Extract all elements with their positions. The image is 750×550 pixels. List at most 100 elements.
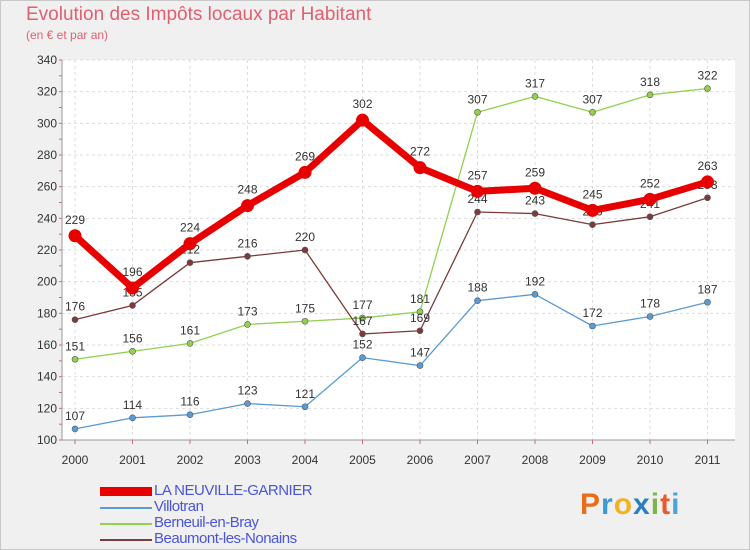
- y-tick-label: 300: [37, 116, 57, 130]
- data-point-la-neuville-garnier: [241, 199, 254, 213]
- data-label-la-neuville-garnier: 224: [180, 221, 200, 235]
- y-tick-label: 100: [37, 433, 57, 447]
- legend-label-beaumont-les-nonains: Beaumont-les-Nonains: [154, 530, 297, 547]
- data-point-villotran: [301, 403, 309, 411]
- data-label-villotran: 152: [352, 338, 372, 352]
- data-point-la-neuville-garnier: [298, 165, 312, 179]
- series-line-berneuil-en-bray: [74, 87, 709, 360]
- y-tick-label: 280: [37, 148, 57, 162]
- data-point-la-neuville-garnier: [643, 192, 657, 206]
- data-label-la-neuville-garnier: 245: [582, 187, 602, 201]
- logo-letter: o: [613, 488, 634, 521]
- y-tick-label: 140: [37, 370, 57, 384]
- data-label-la-neuville-garnier: 252: [640, 176, 660, 190]
- data-point-la-neuville-garnier: [126, 281, 139, 295]
- data-label-villotran: 107: [65, 409, 85, 423]
- x-tick-label: 2002: [177, 453, 204, 467]
- data-point-beaumont-les-nonains: [589, 221, 596, 228]
- data-point-la-neuville-garnier: [183, 237, 197, 251]
- x-tick-label: 2008: [522, 453, 549, 467]
- data-label-berneuil-en-bray: 151: [65, 339, 85, 353]
- x-tick-label: 2009: [579, 453, 606, 467]
- logo-letter: i: [650, 488, 661, 521]
- x-tick-label: 2006: [407, 453, 434, 467]
- data-label-villotran: 187: [697, 282, 717, 296]
- data-label-berneuil-en-bray: 322: [697, 69, 717, 83]
- data-label-beaumont-les-nonains: 176: [65, 300, 85, 314]
- data-point-la-neuville-garnier: [528, 181, 542, 195]
- data-point-beaumont-les-nonains: [416, 327, 424, 335]
- data-point-villotran: [416, 362, 424, 369]
- data-point-la-neuville-garnier: [586, 203, 599, 217]
- data-label-berneuil-en-bray: 307: [467, 92, 487, 106]
- data-label-la-neuville-garnier: 272: [410, 145, 430, 159]
- y-tick-label: 120: [37, 401, 57, 415]
- data-point-berneuil-en-bray: [129, 348, 136, 355]
- y-tick-label: 180: [37, 306, 57, 320]
- proxiti-logo: Proxiti: [580, 488, 680, 522]
- legend-swatch-berneuil-en-bray: [100, 523, 152, 525]
- data-label-la-neuville-garnier: 259: [525, 165, 545, 179]
- data-point-villotran: [531, 291, 539, 298]
- data-point-berneuil-en-bray: [244, 321, 251, 328]
- data-label-beaumont-les-nonains: 220: [295, 230, 315, 244]
- data-label-beaumont-les-nonains: 243: [525, 194, 545, 208]
- legend-swatch-villotran: [100, 507, 152, 509]
- data-point-villotran: [71, 425, 79, 433]
- data-label-la-neuville-garnier: 269: [295, 149, 315, 163]
- x-tick-label: 2003: [234, 453, 261, 467]
- data-point-villotran: [474, 297, 481, 304]
- data-label-berneuil-en-bray: 181: [410, 292, 430, 306]
- data-label-beaumont-les-nonains: 167: [352, 314, 372, 328]
- data-point-la-neuville-garnier: [356, 113, 369, 127]
- logo-letter: t: [660, 488, 672, 521]
- data-label-la-neuville-garnier: 263: [697, 159, 717, 173]
- data-label-villotran: 123: [237, 384, 257, 398]
- data-label-la-neuville-garnier: 229: [65, 213, 85, 227]
- data-point-beaumont-les-nonains: [186, 259, 194, 266]
- series-line-villotran: [74, 293, 709, 430]
- logo-letter: x: [633, 488, 651, 521]
- data-label-berneuil-en-bray: 177: [352, 298, 372, 312]
- series-line-la-neuville-garnier: [71, 116, 711, 292]
- data-point-beaumont-les-nonains: [359, 330, 366, 338]
- data-label-villotran: 114: [123, 398, 142, 412]
- legend-swatch-beaumont-les-nonains: [100, 539, 152, 541]
- x-tick-label: 2010: [637, 453, 664, 467]
- data-label-villotran: 188: [467, 281, 487, 295]
- data-label-villotran: 116: [180, 395, 199, 409]
- chart-title: Evolution des Impôts locaux par Habitant: [26, 4, 372, 25]
- y-tick-label: 220: [37, 243, 57, 257]
- data-label-berneuil-en-bray: 156: [122, 331, 142, 345]
- data-label-berneuil-en-bray: 317: [525, 76, 545, 90]
- data-point-beaumont-les-nonains: [531, 210, 539, 217]
- data-label-berneuil-en-bray: 318: [640, 75, 660, 89]
- data-point-villotran: [589, 322, 596, 330]
- data-point-beaumont-les-nonains: [244, 253, 251, 260]
- x-tick-label: 2004: [292, 453, 319, 467]
- x-tick-label: 2005: [349, 453, 376, 467]
- data-label-beaumont-les-nonains: 169: [410, 311, 430, 325]
- legend-label-villotran: Villotran: [154, 498, 204, 515]
- legend-swatch-la-neuville-garnier: [100, 487, 152, 496]
- data-label-berneuil-en-bray: 307: [582, 92, 602, 106]
- logo-letter: r: [601, 488, 614, 521]
- data-label-la-neuville-garnier: 257: [467, 168, 487, 182]
- logo-letter: i: [671, 488, 681, 521]
- data-label-berneuil-en-bray: 161: [180, 323, 200, 337]
- data-point-berneuil-en-bray: [186, 340, 194, 347]
- data-point-villotran: [129, 414, 136, 422]
- y-tick-label: 260: [37, 180, 57, 194]
- data-point-beaumont-les-nonains: [474, 208, 481, 216]
- data-label-la-neuville-garnier: 248: [237, 183, 257, 197]
- data-label-villotran: 192: [525, 274, 545, 288]
- data-point-berneuil-en-bray: [71, 355, 79, 363]
- data-point-beaumont-les-nonains: [646, 213, 654, 221]
- data-label-la-neuville-garnier: 196: [122, 265, 142, 279]
- y-tick-label: 320: [37, 85, 57, 99]
- data-point-berneuil-en-bray: [704, 85, 711, 92]
- x-tick-label: 2001: [119, 453, 146, 467]
- data-point-beaumont-les-nonains: [129, 302, 136, 309]
- series-line-beaumont-les-nonains: [74, 197, 709, 335]
- data-point-villotran: [359, 354, 366, 361]
